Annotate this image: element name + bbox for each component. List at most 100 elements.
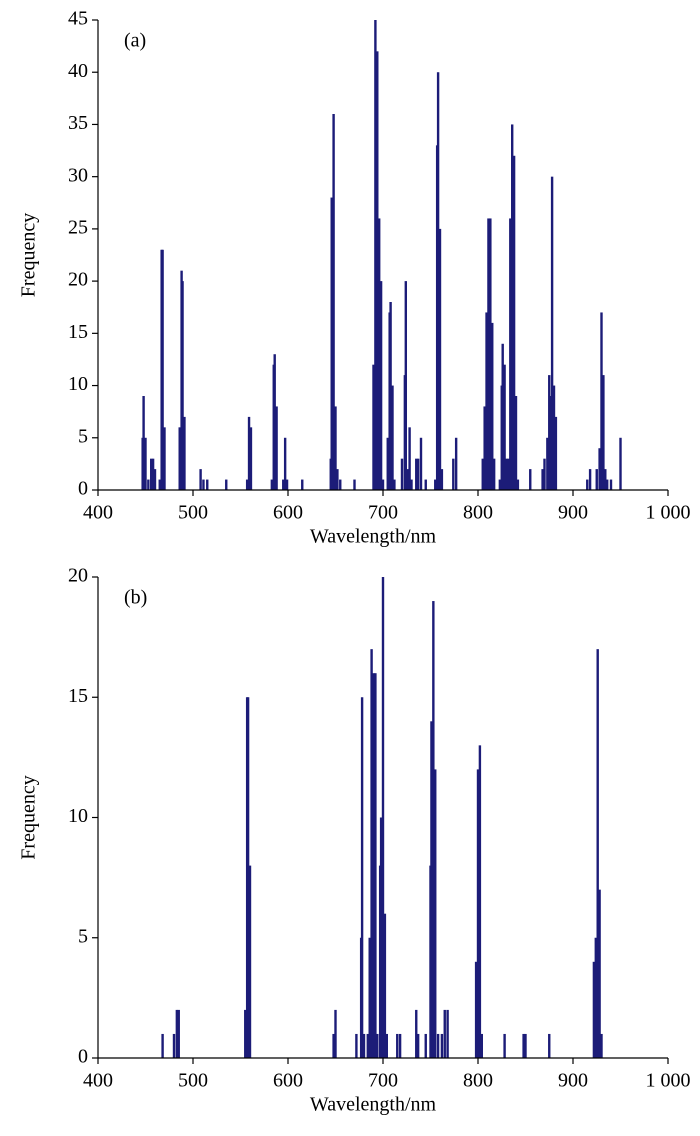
bar	[480, 1033, 483, 1058]
bar	[491, 322, 494, 490]
bar	[275, 406, 278, 490]
bar	[334, 406, 337, 490]
x-tick-label: 800	[463, 502, 493, 524]
bar	[206, 479, 209, 490]
x-tick-label: 1 000	[646, 1070, 691, 1092]
bar	[248, 865, 252, 1058]
panel-label: (a)	[124, 30, 146, 52]
bar	[588, 469, 592, 490]
bar	[548, 1033, 551, 1058]
bar	[415, 1009, 418, 1058]
bar	[181, 281, 184, 490]
bar	[419, 437, 423, 490]
bar	[440, 469, 444, 490]
bar	[400, 458, 404, 490]
bar	[595, 469, 598, 490]
bar	[598, 889, 601, 1058]
bar	[410, 479, 413, 490]
bar	[404, 281, 407, 490]
bar	[285, 479, 289, 490]
x-tick-label: 900	[558, 1070, 588, 1092]
bar	[381, 577, 385, 1058]
bar	[386, 437, 389, 490]
y-tick-label: 0	[78, 1046, 88, 1068]
y-tick-label: 20	[68, 269, 88, 291]
x-tick-label: 900	[558, 502, 588, 524]
bar	[368, 937, 371, 1058]
bar	[225, 479, 228, 490]
bar	[389, 302, 392, 490]
bar	[370, 649, 373, 1058]
bar	[586, 479, 589, 490]
y-tick-label: 5	[78, 425, 88, 447]
bar	[554, 416, 558, 490]
bar	[376, 1033, 379, 1058]
x-tick-label: 600	[273, 1070, 303, 1092]
bar	[379, 817, 383, 1058]
bar	[452, 458, 455, 490]
y-tick-label: 5	[78, 925, 88, 947]
y-tick-label: 35	[68, 112, 88, 134]
bar	[353, 479, 356, 490]
bar	[178, 427, 181, 490]
bar	[507, 458, 510, 490]
bar	[378, 218, 381, 490]
bar	[474, 961, 478, 1058]
bar	[436, 1033, 440, 1058]
bar	[604, 469, 607, 490]
bar	[249, 427, 253, 490]
y-tick-label: 15	[68, 321, 88, 343]
bar	[161, 249, 164, 490]
x-axis-label: Wavelength/nm	[310, 1094, 437, 1116]
bar	[374, 20, 377, 490]
bar	[424, 1033, 427, 1058]
bar	[408, 427, 411, 490]
bar	[481, 458, 484, 490]
bar	[175, 1009, 179, 1058]
bar	[330, 197, 333, 491]
bar	[594, 937, 597, 1058]
bar	[360, 697, 364, 1058]
y-tick-label: 15	[68, 685, 88, 707]
bar	[511, 124, 514, 490]
bar	[177, 1009, 180, 1058]
bar	[514, 396, 518, 490]
bar	[381, 479, 385, 490]
bar	[550, 176, 554, 490]
bar	[522, 1033, 525, 1058]
bar	[609, 479, 613, 490]
bar	[440, 1033, 444, 1058]
y-axis-label: Frequency	[18, 775, 40, 859]
bar	[489, 218, 492, 490]
bar	[372, 364, 375, 490]
bar	[434, 769, 437, 1058]
bar	[416, 458, 420, 490]
bar	[432, 601, 435, 1058]
x-tick-label: 700	[368, 502, 398, 524]
x-tick-label: 400	[83, 502, 113, 524]
bar	[546, 437, 549, 490]
bar	[476, 769, 480, 1058]
bar	[332, 1033, 335, 1058]
bar	[183, 416, 186, 490]
bar	[606, 479, 609, 490]
x-tick-label: 500	[178, 502, 208, 524]
x-tick-label: 500	[178, 1070, 208, 1092]
bar	[487, 218, 490, 490]
bar	[483, 406, 486, 490]
bar	[529, 469, 532, 490]
bar	[509, 218, 512, 490]
bar	[332, 114, 335, 490]
bar	[596, 649, 599, 1058]
bar	[153, 469, 157, 490]
bar	[161, 1033, 164, 1058]
bar	[172, 1033, 176, 1058]
bar	[478, 745, 482, 1058]
bar	[516, 479, 520, 490]
bar	[424, 479, 427, 490]
bar	[396, 1033, 399, 1058]
bar	[446, 1009, 449, 1058]
bar	[144, 437, 147, 490]
bar	[339, 479, 342, 490]
